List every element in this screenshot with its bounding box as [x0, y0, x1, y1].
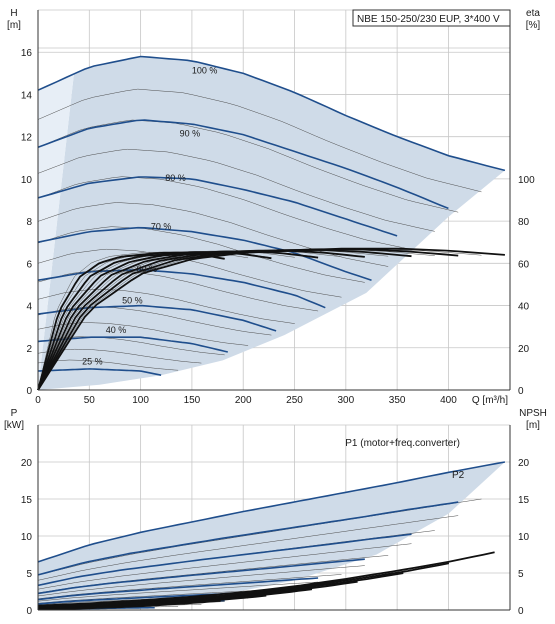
chart-labels: 100 %90 %80 %70 %60 %50 %40 %25 %0 50 100 1…: [4, 8, 547, 617]
y-tick-label: 12: [21, 133, 33, 144]
intermediate-speed-curve: [37, 148, 435, 232]
intermediate-power-curve: [37, 515, 459, 581]
efficiency-curve: [37, 251, 225, 391]
y2-tick-label: 20: [518, 344, 530, 355]
speed-curve: [37, 176, 398, 237]
speed-label: 60 %: [137, 264, 158, 274]
x-tick-label: 400: [440, 395, 457, 406]
power-tick-label: 20: [21, 458, 33, 469]
speed-label: 80 %: [165, 173, 186, 183]
power-tick-label: 0: [26, 606, 32, 617]
power-range-area: [38, 462, 505, 610]
x-tick-label: 250: [286, 395, 303, 406]
intermediate-speed-curve: [37, 269, 319, 312]
y2-tick-label: 40: [518, 302, 530, 313]
operating-range-light-area: [38, 74, 74, 391]
y-tick-label: 16: [21, 48, 33, 59]
efficiency-curve: [37, 251, 272, 391]
title-box: [352, 9, 511, 27]
intermediate-power-curve: [37, 581, 319, 602]
intermediate-speed-curve: [37, 88, 482, 193]
intermediate-speed-curve: [37, 176, 412, 250]
intermediate-speed-curve: [37, 348, 202, 364]
x-tick-label: 150: [184, 395, 201, 406]
y2-tick-label: 100: [518, 175, 535, 186]
p1-label: P1 (motor+freq.converter): [345, 438, 460, 449]
x-axis-title: Q [m³/h]: [472, 395, 508, 406]
speed-label: 90 %: [180, 129, 201, 139]
power-tick-label: 5: [26, 569, 32, 580]
power-curve: [37, 501, 459, 576]
power-tick-label: 15: [21, 495, 33, 506]
intermediate-power-curve: [37, 543, 412, 590]
y2-tick-label: 60: [518, 259, 530, 270]
npsh-tick-label: 15: [518, 495, 530, 506]
y-axis-unit: [m]: [7, 20, 21, 31]
operating-range-area: [38, 56, 505, 390]
npsh-curve: [37, 551, 495, 607]
speed-curve: [37, 368, 162, 376]
y2-tick-label: 80: [518, 217, 530, 228]
speed-curve: [37, 55, 506, 172]
x-tick-label: 300: [337, 395, 354, 406]
intermediate-speed-curve: [37, 226, 365, 283]
efficiency-curve: [37, 250, 319, 391]
intermediate-power-curve: [37, 565, 365, 597]
power-curves: [37, 461, 506, 611]
y-tick-label: 6: [26, 259, 32, 270]
npsh-tick-label: 0: [518, 606, 524, 617]
chart-axes: [37, 10, 511, 611]
npsh-curve: [37, 562, 450, 608]
power-curve: [37, 461, 506, 563]
y2-axis-title: eta: [526, 8, 540, 19]
p2-label: P2: [452, 470, 465, 481]
intermediate-speed-curve: [37, 119, 459, 213]
x-tick-label: 50: [84, 395, 96, 406]
power-tick-label: 10: [21, 532, 33, 543]
npsh-axis-title: NPSH: [519, 408, 547, 419]
y-tick-label: 8: [26, 217, 32, 228]
y-tick-label: 0: [26, 386, 32, 397]
npsh-tick-label: 20: [518, 458, 530, 469]
power-axis-title: P: [11, 408, 18, 419]
intermediate-speed-curve: [37, 288, 295, 324]
npsh-tick-label: 5: [518, 569, 524, 580]
y-axis-title: H: [10, 8, 17, 19]
y-tick-label: 14: [21, 90, 33, 101]
speed-curve: [37, 119, 449, 210]
y-tick-label: 4: [26, 302, 32, 313]
npsh-tick-label: 10: [518, 532, 530, 543]
speed-label: 100 %: [192, 65, 218, 75]
npsh-curve: [37, 599, 221, 611]
x-tick-label: 100: [132, 395, 149, 406]
x-tick-label: 200: [235, 395, 252, 406]
speed-label: 70 %: [151, 222, 172, 232]
intermediate-speed-curve: [37, 359, 179, 371]
power-axis-unit: [kW]: [4, 420, 24, 431]
speed-label: 25 %: [82, 357, 103, 367]
speed-curve: [37, 226, 372, 281]
power-curve: [37, 558, 365, 595]
power-curve: [37, 577, 319, 601]
speed-label: 40 %: [106, 325, 127, 335]
head-curves: [37, 55, 506, 391]
y2-tick-label: 0: [518, 386, 524, 397]
y2-axis-unit: [%]: [526, 20, 541, 31]
chart-title: NBE 150-250/230 EUP, 3*400 V: [357, 14, 500, 25]
x-tick-label: 0: [35, 395, 41, 406]
npsh-axis-unit: [m]: [526, 420, 540, 431]
power-curve: [37, 533, 412, 587]
y-tick-label: 10: [21, 175, 33, 186]
x-tick-label: 350: [389, 395, 406, 406]
speed-label: 50 %: [122, 295, 143, 305]
y-tick-label: 2: [26, 344, 32, 355]
